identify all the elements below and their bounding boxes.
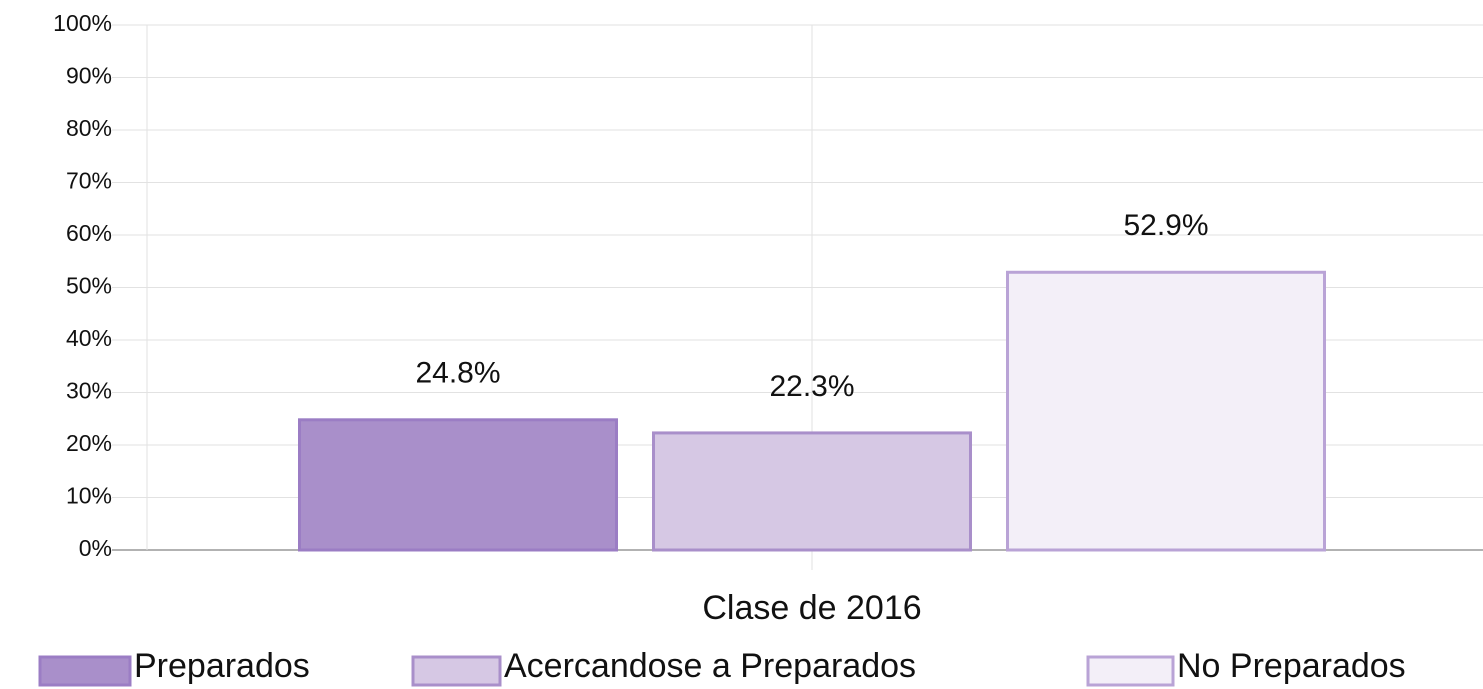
y-tick-label: 10% [66,483,112,509]
y-tick-label: 20% [66,430,112,456]
y-tick-label: 60% [66,220,112,246]
y-tick-label: 100% [53,10,112,36]
legend-swatch [1086,655,1175,687]
bar [298,418,618,552]
x-tick-label: Clase de 2016 [702,589,921,627]
y-tick-label: 80% [66,115,112,141]
y-tick-label: 70% [66,168,112,194]
y-tick-label: 40% [66,325,112,351]
legend-label: Acercandose a Preparados [504,647,916,685]
y-tick-label: 90% [66,63,112,89]
y-tick-label: 0% [79,535,112,561]
bar [1006,270,1326,552]
legend-label: No Preparados [1177,647,1406,685]
value-label: 24.8% [415,357,500,390]
legend-label: Preparados [134,647,310,685]
legend-swatch [38,655,132,687]
y-tick-label: 30% [66,378,112,404]
y-tick-label: 50% [66,273,112,299]
value-label: 52.9% [1123,209,1208,242]
legend-swatch [411,655,502,687]
bar [652,431,972,552]
value-label: 22.3% [769,370,854,403]
